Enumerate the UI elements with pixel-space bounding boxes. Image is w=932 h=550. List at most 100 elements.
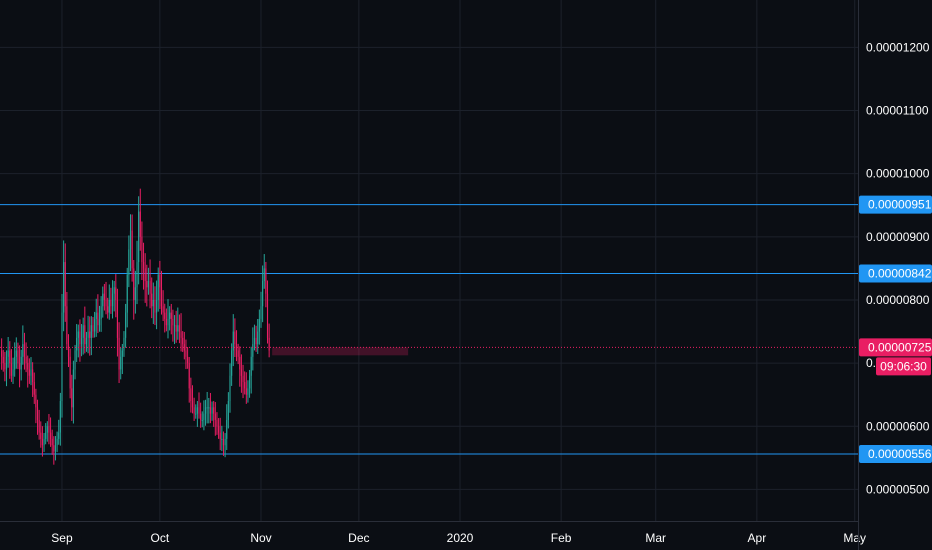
level-price-badge: [859, 445, 932, 464]
candle-up: [14, 342, 16, 377]
candle-down: [103, 283, 105, 311]
candle-down: [66, 291, 68, 351]
candle-up: [201, 411, 203, 428]
candle-down: [214, 402, 216, 436]
candle-down: [234, 318, 236, 357]
candle-down: [32, 362, 34, 397]
price-tick-label: 0.00001000: [866, 167, 930, 181]
candle-up: [61, 294, 63, 418]
candle-down: [51, 429, 53, 455]
time-tick-label: Oct: [151, 531, 170, 545]
time-tick-label: Apr: [748, 531, 767, 545]
horizontal-levels: [0, 204, 858, 455]
candle-down: [183, 331, 185, 360]
candle-down: [64, 243, 66, 322]
candle-up: [136, 240, 138, 305]
candle-down: [28, 358, 30, 384]
candle-up: [177, 307, 179, 340]
candle-up: [121, 343, 123, 375]
candle-up: [157, 267, 159, 312]
candle-up: [253, 324, 256, 351]
candle-down: [48, 413, 50, 445]
candle-up: [226, 404, 228, 450]
candle-up: [72, 360, 74, 424]
candle-down: [164, 303, 166, 333]
candle-down: [190, 377, 192, 413]
candle-down: [41, 426, 43, 457]
candle-up: [87, 315, 89, 354]
level-price-label: 0.00000556: [868, 447, 932, 461]
last-price-badge: [859, 338, 932, 357]
candle-up: [85, 331, 88, 352]
candle-down: [144, 253, 146, 303]
candle-up: [45, 423, 47, 445]
candle-up: [224, 433, 226, 458]
candle-up: [63, 240, 65, 332]
candle-up: [167, 299, 169, 339]
candle-down: [193, 397, 195, 421]
candle-down: [131, 214, 133, 282]
candle-down: [97, 294, 99, 334]
candle-down: [67, 334, 70, 367]
candle-down: [2, 349, 4, 372]
candle-up: [77, 324, 79, 358]
candle-up: [229, 363, 231, 413]
candle-down: [185, 339, 187, 370]
candle-up: [126, 267, 128, 328]
candle-down: [107, 297, 109, 319]
candle-down: [180, 313, 182, 352]
candle-down: [89, 316, 91, 356]
candle-up: [169, 306, 171, 331]
candle-down: [133, 260, 135, 320]
candle-down: [53, 436, 55, 465]
candle-down: [268, 323, 270, 358]
candle-down: [141, 221, 143, 281]
candle-down: [9, 341, 11, 379]
countdown-badge: [876, 357, 931, 376]
candle-up: [82, 317, 84, 355]
time-tick-label: 2020: [447, 531, 474, 545]
candle-down: [49, 417, 52, 447]
price-axis[interactable]: 0.000005000.000006000.00000700.000008000…: [858, 0, 932, 550]
candle-up: [5, 350, 8, 387]
time-axis[interactable]: Sep Oct Nov Dec 2020 Feb Mar Apr May: [51, 531, 866, 545]
candle-up: [125, 303, 127, 348]
candle-up: [258, 309, 260, 345]
candle-up: [250, 346, 252, 394]
candle-up: [95, 298, 97, 337]
candle-up: [260, 291, 262, 328]
candle-up: [123, 331, 125, 357]
candle-down: [1, 338, 3, 370]
candle-down: [149, 259, 151, 309]
price-tick-label: 0.00001100: [866, 104, 929, 118]
candle-down: [170, 303, 172, 335]
candle-down: [84, 306, 86, 354]
price-tick-label: 0.00000600: [866, 419, 930, 433]
grid: [0, 0, 858, 521]
candle-up: [54, 436, 57, 461]
candle-up: [90, 316, 92, 356]
candle-down: [118, 322, 120, 384]
level-price-label: 0.00000951: [868, 198, 932, 212]
level-price-label: 0.00000842: [868, 266, 932, 280]
candle-up: [208, 397, 210, 424]
candle-down: [25, 342, 27, 373]
candle-down: [265, 261, 267, 308]
candle-up: [22, 325, 24, 365]
candle-down: [200, 402, 202, 428]
candle-up: [231, 343, 233, 386]
time-tick-label: Sep: [51, 531, 73, 545]
candle-up: [94, 311, 96, 338]
candle-down: [110, 287, 112, 314]
candle-up: [195, 404, 197, 419]
countdown-label: 09:06:30: [880, 359, 927, 373]
candle-up: [74, 344, 76, 380]
candle-down: [154, 286, 156, 326]
candle-down: [235, 330, 238, 362]
candle-up: [46, 421, 48, 442]
candle-up: [12, 357, 14, 384]
candle-up: [76, 324, 78, 362]
candle-up: [80, 324, 83, 357]
candle-down: [146, 264, 148, 307]
